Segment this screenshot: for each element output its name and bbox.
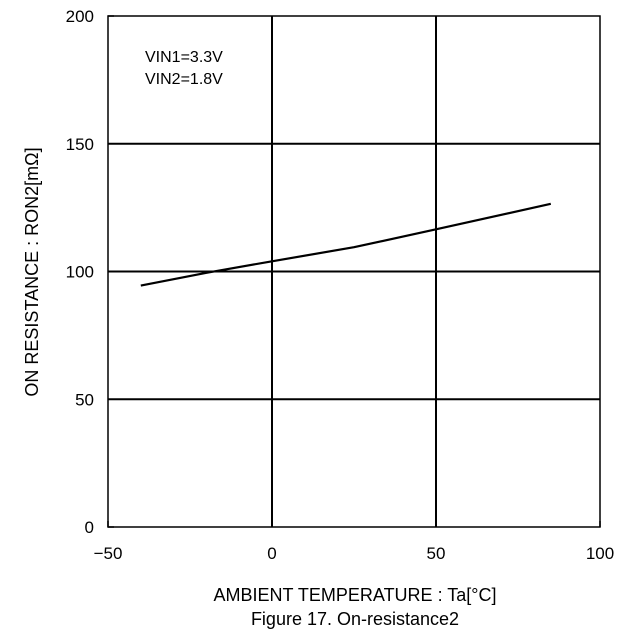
- x-axis-label: AMBIENT TEMPERATURE : Ta[°C]: [214, 585, 497, 605]
- annotation-vin1: VIN1=3.3V: [145, 49, 223, 66]
- annotation-vin2: VIN2=1.8V: [145, 71, 223, 88]
- y-tick-labels: 0 50 100 150 200: [66, 7, 94, 537]
- x-tick-label: 50: [427, 544, 446, 563]
- y-axis-label: ON RESISTANCE : RON2[mΩ]: [22, 147, 42, 396]
- x-tick-label: −50: [94, 544, 123, 563]
- figure-caption: Figure 17. On-resistance2: [251, 609, 459, 629]
- y-tick-label: 150: [66, 135, 94, 154]
- y-tick-label: 0: [85, 518, 94, 537]
- x-tick-label: 100: [586, 544, 614, 563]
- x-tick-label: 0: [267, 544, 276, 563]
- y-tick-label: 100: [66, 263, 94, 282]
- series-line: [140, 202, 552, 287]
- plot-frame: [107, 15, 601, 528]
- x-tick-labels: −50 0 50 100: [94, 544, 615, 563]
- grid-lines: [108, 16, 600, 527]
- y-tick-label: 50: [75, 390, 94, 409]
- y-tick-label: 200: [66, 7, 94, 26]
- series-group: [140, 202, 552, 287]
